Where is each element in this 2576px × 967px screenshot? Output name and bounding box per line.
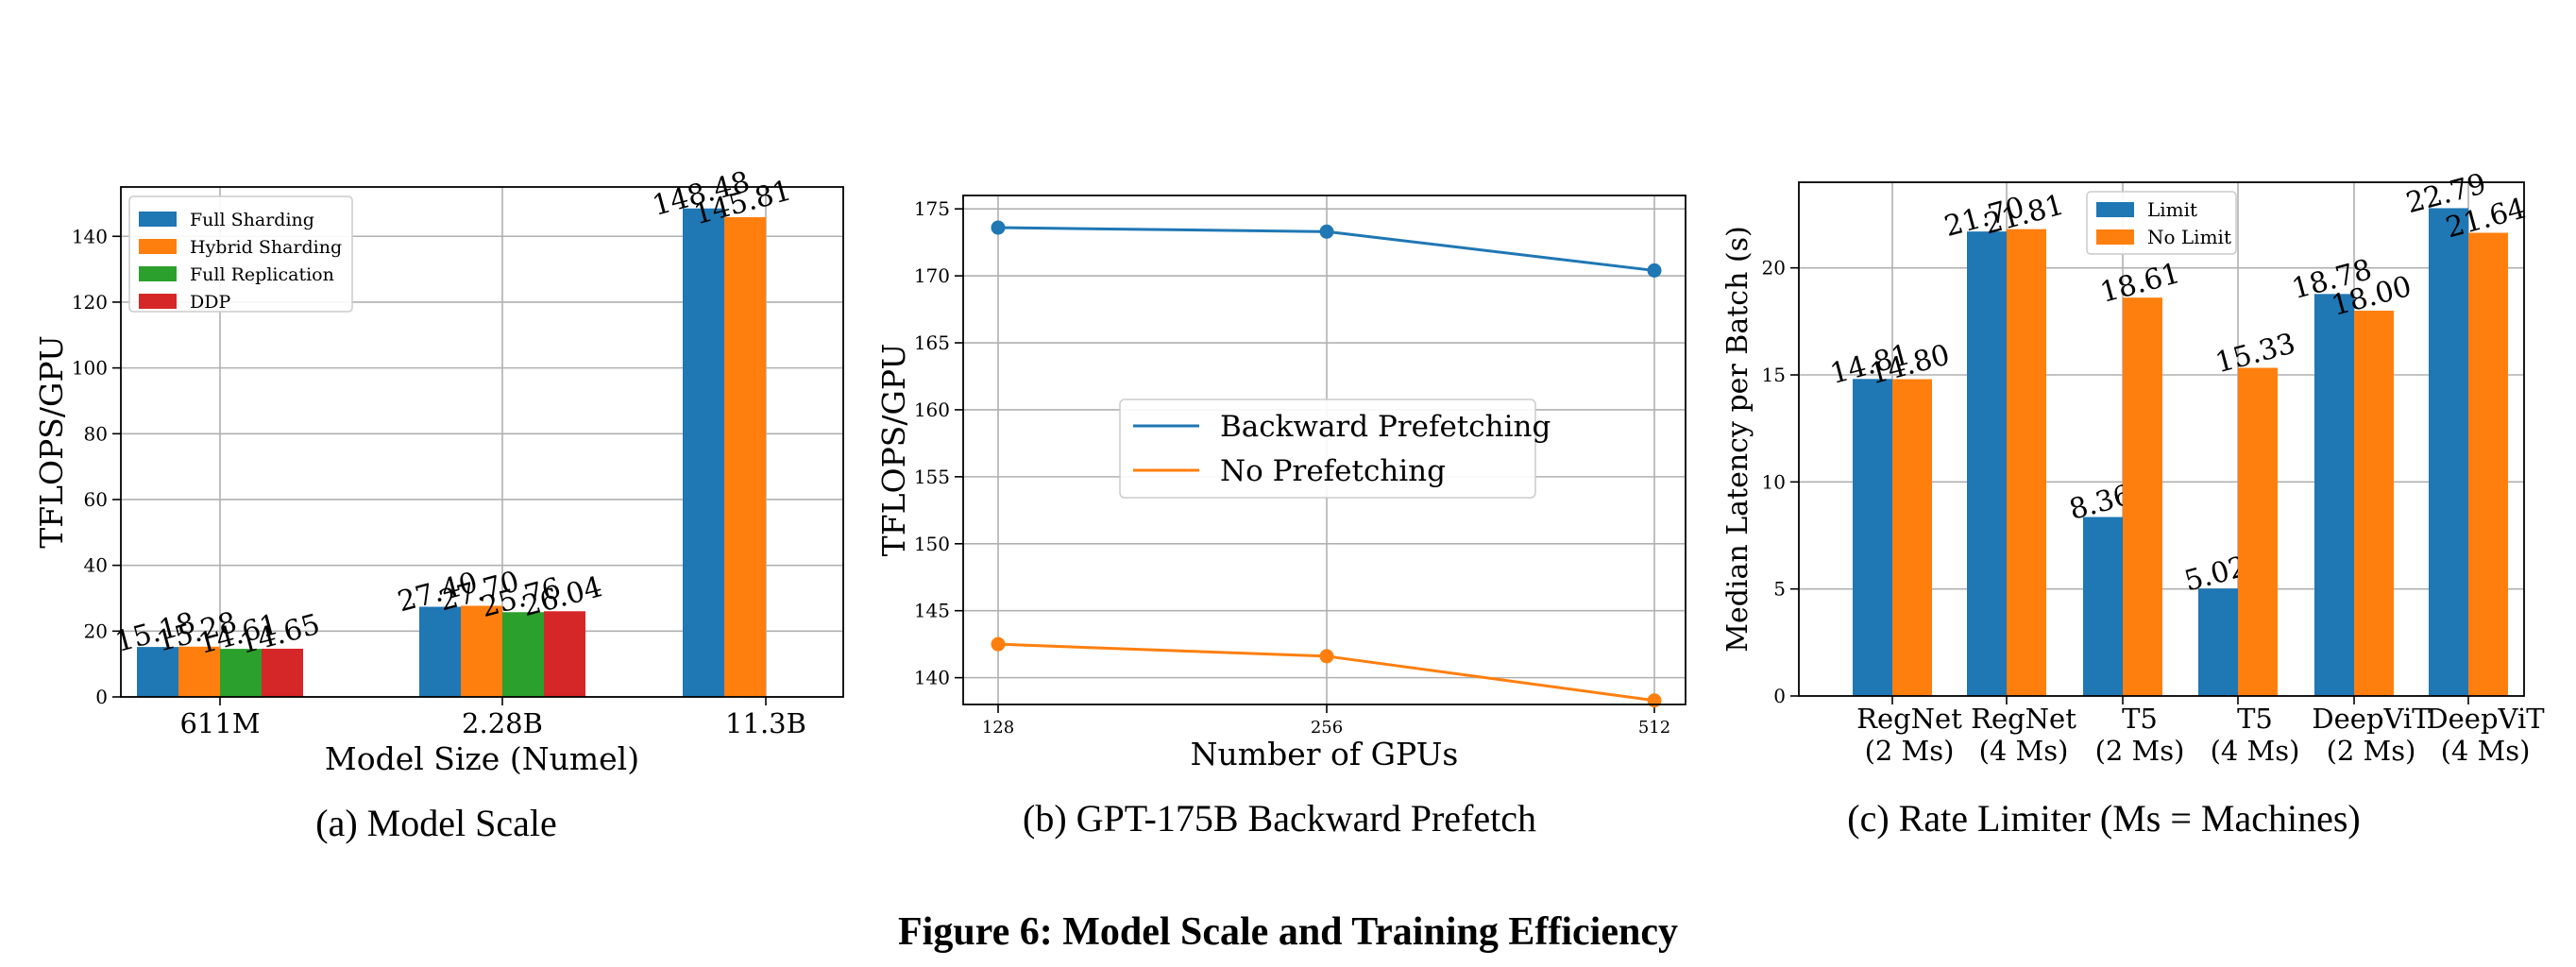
bar <box>2354 311 2394 696</box>
caption-a: (a) Model Scale <box>315 802 556 844</box>
y-tick-label: 145 <box>914 600 950 622</box>
data-point <box>991 636 1006 652</box>
x-tick-label: RegNet <box>1856 703 1962 735</box>
bar <box>1967 231 2007 696</box>
x-tick-label: (4 Ms) <box>2211 735 2300 767</box>
y-tick-label: 0 <box>1773 685 1786 707</box>
bar <box>178 646 220 697</box>
bar <box>544 611 585 697</box>
legend-swatch <box>2096 229 2134 245</box>
bar <box>419 606 461 697</box>
data-point <box>1319 224 1334 239</box>
y-tick-label: 165 <box>914 331 950 354</box>
y-tick-label: 10 <box>1762 470 1786 493</box>
legend-swatch <box>139 239 177 254</box>
x-tick-label: 611M <box>179 707 260 739</box>
legend-swatch <box>139 266 177 281</box>
bar <box>2007 229 2046 696</box>
bar <box>262 648 303 697</box>
bar <box>683 208 724 697</box>
bar <box>220 649 262 697</box>
legend-swatch <box>2096 202 2134 217</box>
chart-b: 140 145 150 155 160 165 170 175 128 256 512 Number … <box>875 195 1686 772</box>
y-tick-label: 15 <box>1762 364 1786 386</box>
x-tick-label: 11.3B <box>725 707 806 739</box>
y-tick-label: 140 <box>72 225 108 247</box>
bar <box>2238 367 2278 696</box>
x-tick-label: (2 Ms) <box>2095 735 2185 767</box>
legend-label: Hybrid Sharding <box>190 237 342 258</box>
legend-label: Full Sharding <box>190 210 314 230</box>
bar <box>2468 232 2508 696</box>
legend-label: No Limit <box>2147 226 2231 248</box>
legend-box <box>1119 399 1536 499</box>
y-tick-label: 120 <box>72 291 108 314</box>
caption-c: (c) Rate Limiter (Ms = Machines) <box>1847 797 2361 840</box>
plot-frame <box>962 195 1686 705</box>
y-tick-label: 20 <box>1762 257 1786 280</box>
bar <box>2083 517 2123 696</box>
legend-swatch <box>139 294 177 309</box>
data-point <box>991 220 1006 235</box>
legend-label: No Prefetching <box>1220 454 1446 488</box>
x-tick-label: (4 Ms) <box>1979 735 2069 767</box>
y-axis-label: TFLOPS/GPU <box>33 335 70 549</box>
y-axis-label: TFLOPS/GPU <box>875 344 912 557</box>
figure-caption: Figure 6: Model Scale and Training Effic… <box>898 910 1678 954</box>
bar <box>461 605 502 697</box>
x-tick-label: T5 <box>2122 703 2158 735</box>
y-tick-label: 140 <box>914 667 950 689</box>
legend-label: Backward Prefetching <box>1220 410 1551 444</box>
chart-a: 02040608010012014015.1827.40148.4815.282… <box>33 165 844 777</box>
bar <box>2198 588 2238 696</box>
y-tick-label: 175 <box>914 197 950 220</box>
plot-frame <box>120 186 844 698</box>
legend-swatch <box>139 212 177 227</box>
bar <box>502 612 544 697</box>
data-point <box>1647 693 1662 708</box>
x-tick-label: 2.28B <box>462 707 543 739</box>
x-tick-label: (2 Ms) <box>1865 735 1955 767</box>
y-tick-label: 80 <box>84 422 108 445</box>
legend-label: Full Replication <box>190 264 334 285</box>
x-axis-label: Model Size (Numel) <box>325 740 639 777</box>
bar <box>2429 208 2468 697</box>
bar <box>1892 379 1932 696</box>
x-tick-label: 128 <box>982 718 1014 738</box>
x-tick-label: DeepViT <box>2426 703 2545 735</box>
x-tick-label: 512 <box>1638 718 1670 738</box>
y-tick-label: 170 <box>914 264 950 287</box>
y-tick-label: 20 <box>84 619 108 642</box>
bar <box>724 217 766 697</box>
caption-b: (b) GPT-175B Backward Prefetch <box>1023 797 1536 840</box>
y-tick-label: 0 <box>95 686 108 708</box>
y-tick-label: 5 <box>1773 578 1786 601</box>
y-tick-label: 160 <box>914 399 950 421</box>
legend-label: DDP <box>190 292 230 313</box>
y-tick-label: 40 <box>84 554 108 577</box>
legend-box <box>128 195 353 313</box>
bar <box>1853 379 1892 696</box>
plot-frame <box>1798 181 2525 697</box>
bar <box>2314 294 2354 696</box>
x-tick-label: (2 Ms) <box>2327 735 2416 767</box>
legend-label: Limit <box>2147 198 2197 221</box>
y-tick-label: 155 <box>914 466 950 488</box>
y-tick-label: 150 <box>914 533 950 555</box>
x-tick-label: DeepViT <box>2312 703 2431 735</box>
y-tick-label: 60 <box>84 488 108 511</box>
x-axis-label: Number of GPUs <box>1191 736 1459 772</box>
y-axis-label: Median Latency per Batch (s) <box>1721 226 1754 653</box>
x-tick-label: T5 <box>2237 703 2273 735</box>
chart-c: 0510152014.8121.708.365.0218.7822.7914.8… <box>1721 167 2545 767</box>
y-tick-label: 100 <box>72 357 108 380</box>
x-tick-label: 256 <box>1311 718 1343 738</box>
bar <box>137 647 178 697</box>
data-point <box>1647 263 1662 278</box>
bar <box>2123 297 2162 696</box>
x-tick-label: RegNet <box>1971 703 2076 735</box>
x-tick-label: (4 Ms) <box>2441 735 2531 767</box>
data-point <box>1319 649 1334 664</box>
